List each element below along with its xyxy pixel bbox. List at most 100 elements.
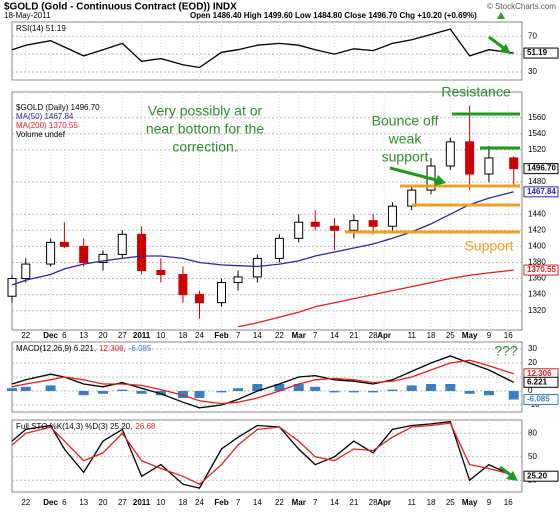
histogram-bar — [445, 384, 456, 391]
legend: Full STO %K(14,3) %D(3) 25.20, 26.68 — [16, 422, 156, 431]
histogram-bar — [368, 391, 379, 393]
x-tick-label: Mar — [292, 498, 306, 507]
value-label: 1467.84 — [527, 187, 556, 196]
y-tick-label: 0 — [528, 386, 533, 395]
series-line — [11, 359, 514, 405]
y-tick-label: 1480 — [528, 177, 546, 186]
x-tick-label: 24 — [195, 498, 204, 507]
candle-body — [445, 141, 455, 167]
x-tick-label: 18 — [178, 498, 187, 507]
candle-body — [194, 294, 204, 304]
histogram-bar — [508, 391, 519, 400]
x-tick-label: 2011 — [133, 498, 151, 507]
x-tick-label: 9 — [487, 498, 492, 507]
legend-entry: 26.68 — [135, 422, 156, 431]
x-tick-label: 22 — [275, 331, 284, 340]
y-tick-label: 50 — [528, 452, 537, 461]
x-tick-label: 13 — [79, 498, 88, 507]
x-tick-label: 16 — [504, 331, 513, 340]
credit: © StockCharts.com — [487, 2, 556, 11]
candle-body — [156, 270, 166, 276]
x-tick-label: Dec — [43, 331, 58, 340]
arrow-head — [434, 175, 446, 186]
x-tick-label: Feb — [214, 331, 228, 340]
histogram-bar — [426, 384, 437, 391]
histogram-bar — [194, 391, 205, 398]
legend-entry: Volume undef — [16, 130, 66, 139]
series-line — [11, 355, 514, 409]
x-tick-label: 24 — [195, 331, 204, 340]
y-tick-label: 1320 — [528, 306, 546, 315]
value-label: 1496.70 — [527, 164, 556, 173]
x-tick-label: 22 — [21, 498, 30, 507]
candle-body — [98, 253, 108, 263]
y-tick-label: 1400 — [528, 241, 546, 250]
candle-body — [79, 245, 89, 263]
candle-body — [59, 241, 69, 247]
y-tick-label: 1380 — [528, 258, 546, 267]
candle-body — [465, 141, 475, 175]
x-tick-label: 21 — [349, 331, 358, 340]
x-tick-label: Apr — [377, 498, 391, 507]
histogram-bar — [216, 391, 227, 393]
series-line — [11, 28, 514, 69]
x-tick-label: 28 — [369, 498, 378, 507]
x-tick-label: 18 — [178, 331, 187, 340]
annotation: Bounce off — [372, 113, 439, 129]
histogram-bar — [20, 386, 31, 391]
legend-entry: MA(200) 1370.55 — [16, 121, 78, 130]
annotation-shapes — [345, 35, 520, 481]
panels: 305070RSI(14) 51.1951.191320134013601380… — [7, 21, 559, 507]
candle-body — [117, 233, 127, 255]
x-tick-label: 14 — [330, 498, 339, 507]
histogram-bar — [464, 391, 475, 394]
annotation: weak — [388, 131, 423, 147]
histogram-bar — [177, 391, 188, 398]
x-tick-label: 10 — [156, 331, 165, 340]
y-tick-label: 1340 — [528, 290, 546, 299]
legend-entry: RSI(14) 51.19 — [16, 24, 66, 33]
candle-body — [310, 221, 320, 227]
y-tick-label: 1520 — [528, 145, 546, 154]
x-tick-label: 22 — [21, 331, 30, 340]
candle-body — [294, 221, 304, 239]
value-label: -6.085 — [527, 395, 550, 404]
value-label: 1370.55 — [527, 265, 556, 274]
legend-entry: Full STO %K(14,3) %D(3) 25.20, — [16, 422, 132, 431]
value-label: 6.221 — [527, 377, 548, 386]
y-tick-label: 1540 — [528, 129, 546, 138]
value-box — [523, 163, 559, 175]
annotation: Resistance — [441, 84, 510, 100]
histogram-bar — [155, 391, 166, 396]
arrow-head — [506, 471, 518, 481]
value-box — [523, 264, 559, 276]
x-tick-label: 11 — [408, 498, 417, 507]
histogram-bar — [78, 391, 89, 396]
x-tick-label: 7 — [313, 498, 318, 507]
histogram-bar — [97, 391, 108, 394]
y-tick-label: 30 — [528, 344, 537, 353]
x-tick-label: 14 — [330, 331, 339, 340]
histogram-bar — [252, 384, 263, 391]
x-tick-label: 20 — [99, 498, 108, 507]
x-tick-label: 25 — [446, 498, 455, 507]
candle-body — [330, 225, 340, 231]
candle-body — [178, 274, 188, 296]
x-tick-label: 21 — [349, 498, 358, 507]
x-tick-label: 10 — [156, 498, 165, 507]
date: 18-May-2011 — [4, 11, 51, 20]
histogram-bar — [117, 389, 128, 391]
y-tick-label: 80 — [528, 428, 537, 437]
x-tick-label: Dec — [43, 498, 58, 507]
annotation: Very possibly at or — [148, 103, 263, 119]
legend-entry: MA(50) 1467.84 — [16, 112, 74, 121]
y-tick-label: 1420 — [528, 225, 546, 234]
x-tick-label: 9 — [487, 331, 492, 340]
histogram-bar — [293, 384, 304, 391]
x-tick-label: 11 — [408, 331, 417, 340]
histogram-bar — [45, 385, 56, 391]
quote: Open 1486.40 High 1499.60 Low 1484.80 Cl… — [190, 11, 477, 20]
histogram-bar — [274, 384, 285, 391]
x-tick-label: Mar — [292, 331, 306, 340]
